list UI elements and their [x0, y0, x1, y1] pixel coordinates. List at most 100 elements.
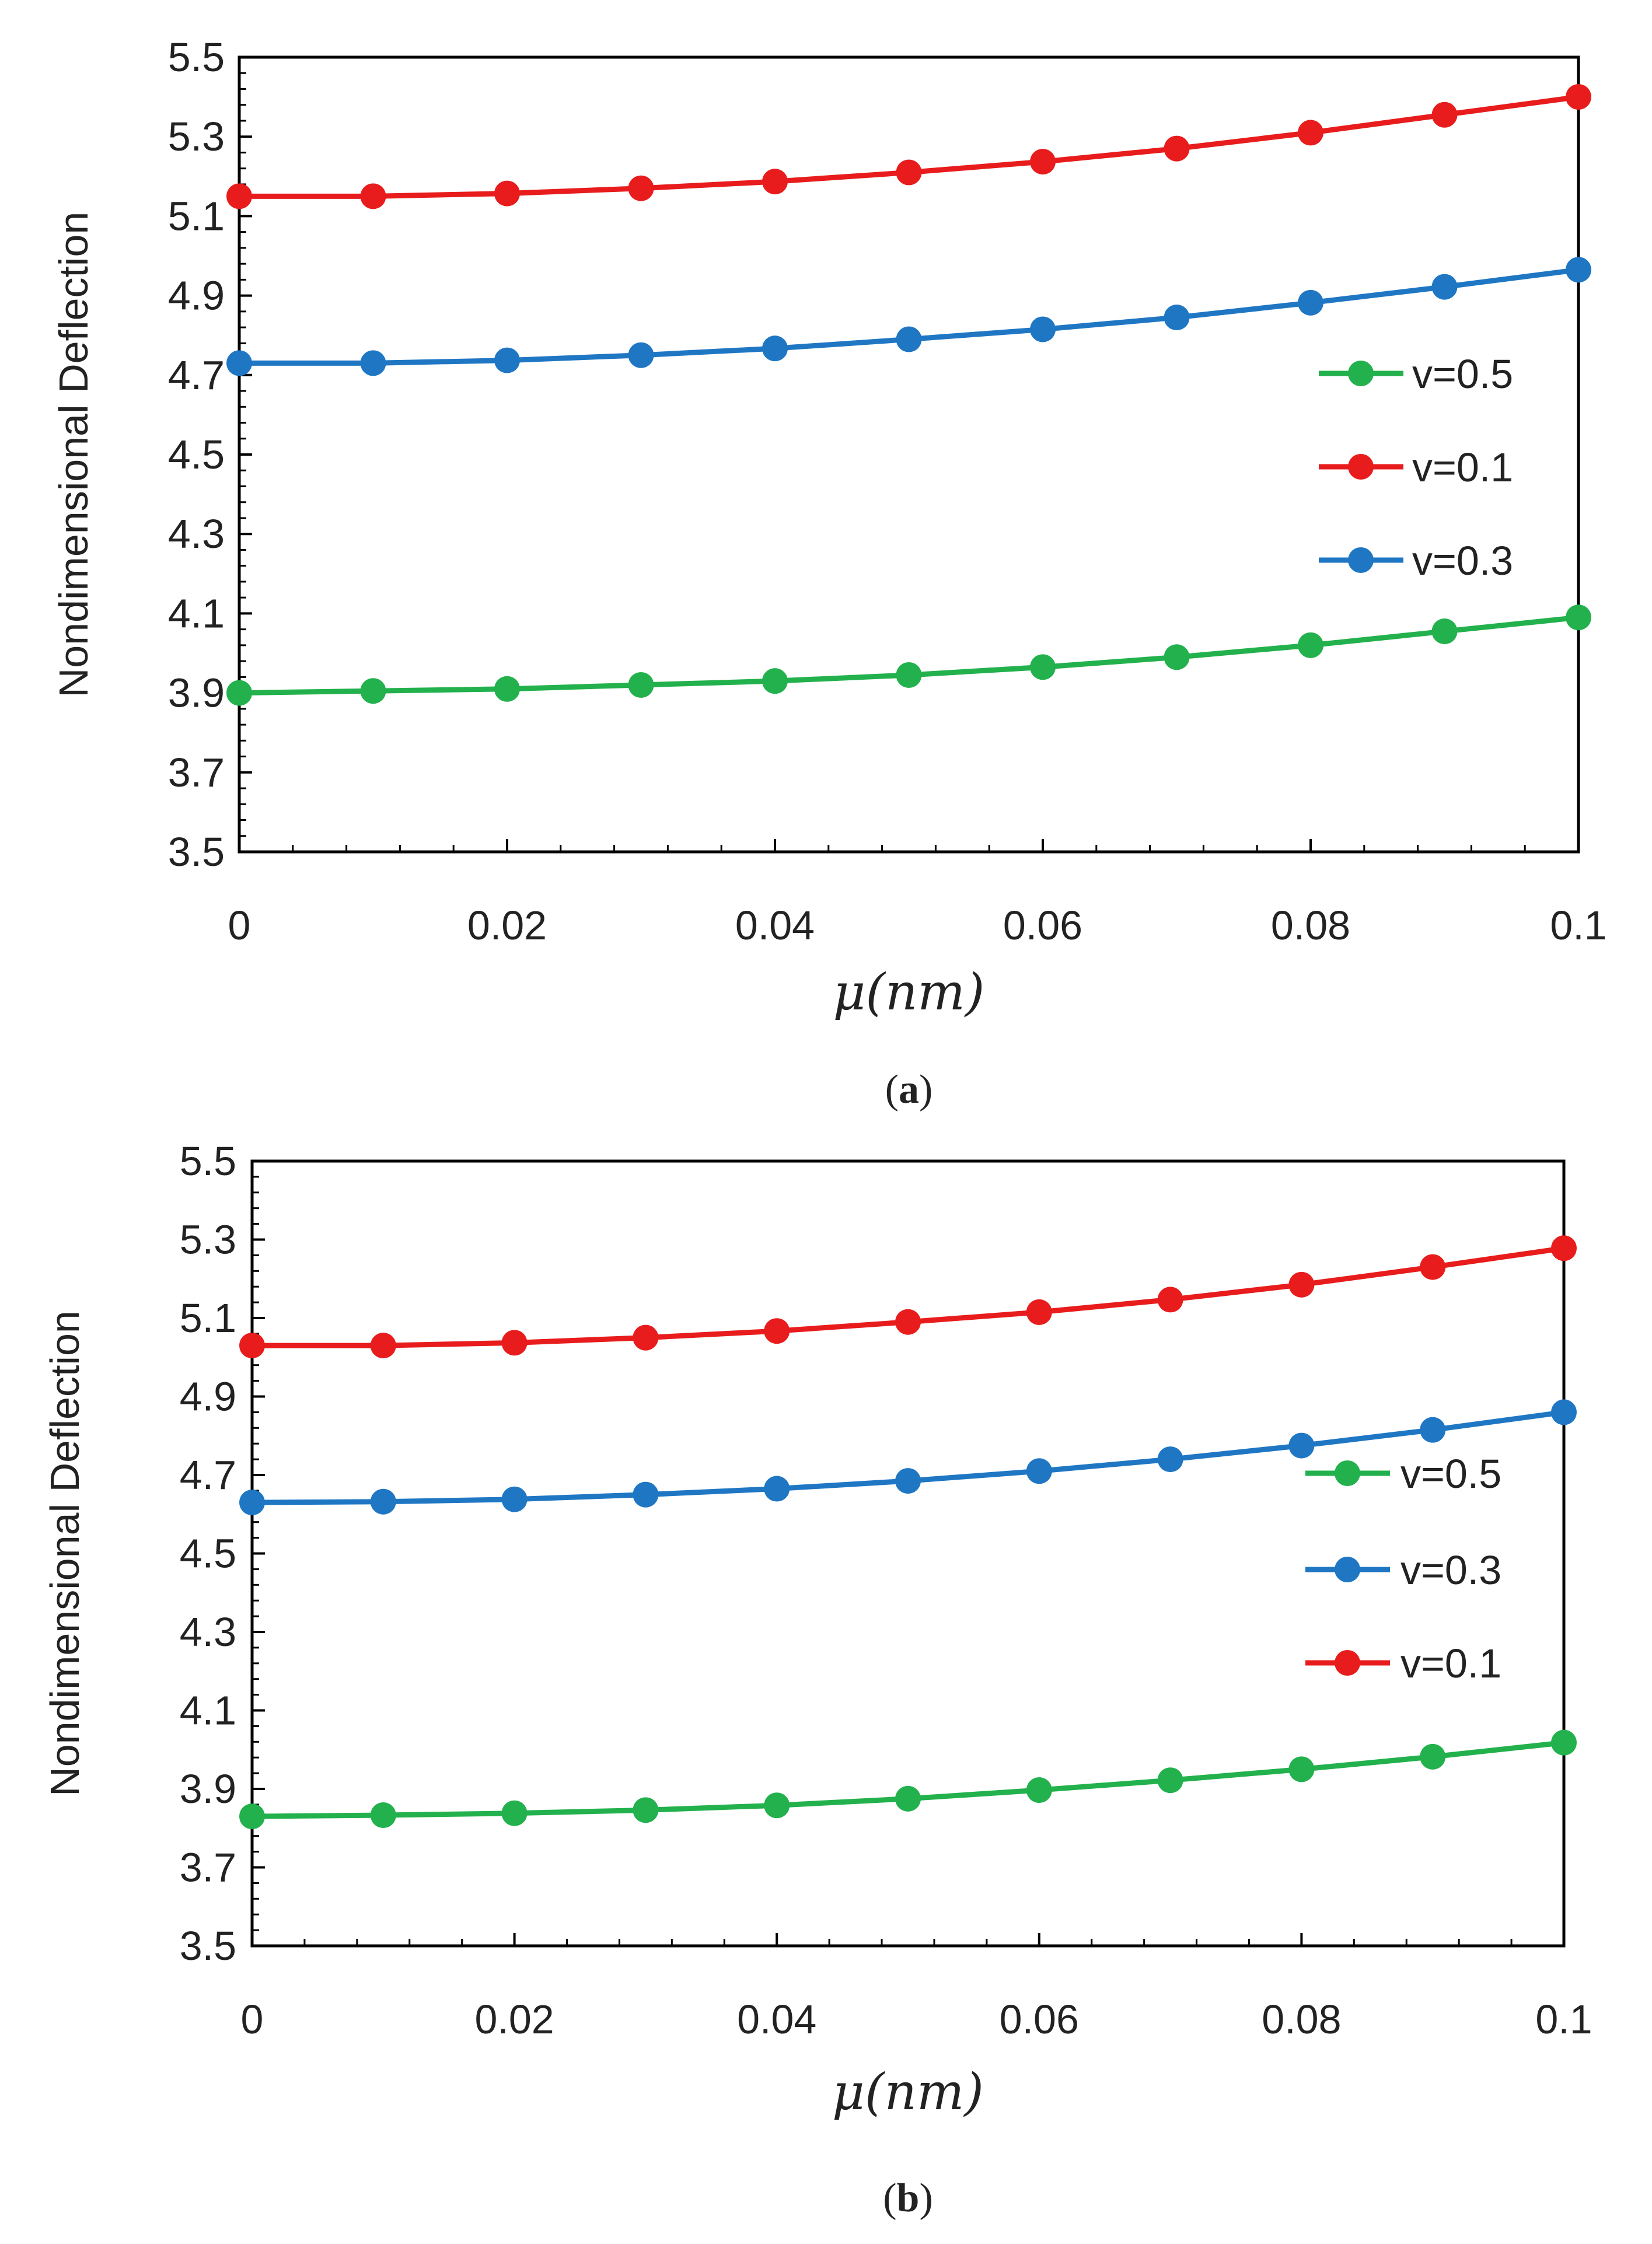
data-point — [494, 676, 520, 702]
y-tick-label: 5.1 — [168, 193, 225, 239]
data-point — [1157, 1287, 1183, 1313]
data-point — [1026, 1299, 1052, 1325]
y-tick-label: 5.3 — [180, 1217, 236, 1263]
panel-caption: (a) — [885, 1067, 933, 1112]
series-v-0-5 — [239, 1729, 1577, 1830]
caption-paren-open: ( — [885, 1067, 899, 1112]
data-point — [896, 662, 922, 688]
y-tick-label: 4.3 — [180, 1609, 236, 1655]
y-tick-label: 3.7 — [180, 1845, 236, 1890]
data-point — [370, 1488, 396, 1515]
series-v-0-3 — [226, 257, 1591, 376]
legend-label: v=0.5 — [1400, 1451, 1501, 1497]
caption-paren-open: ( — [883, 2176, 896, 2221]
data-point — [226, 680, 252, 706]
data-point — [1431, 274, 1458, 300]
data-point — [762, 335, 788, 362]
data-point — [628, 342, 654, 368]
data-point — [1026, 1777, 1052, 1803]
y-axis-label: Nondimensional Deflection — [51, 212, 96, 698]
data-point — [226, 183, 252, 209]
x-tick-label: 0.04 — [737, 1997, 816, 2042]
y-tick-label: 4.5 — [168, 432, 225, 477]
data-point — [370, 1333, 396, 1359]
data-point — [1298, 289, 1323, 316]
chart-panel-a: 3.5 3.7 3.9 4.1 4.3 4.5 4.7 4.9 5.1 5.3 5.5 0 0.02 0.… — [51, 34, 1607, 1112]
panel-caption: (b) — [883, 2176, 933, 2221]
data-point — [764, 1792, 790, 1819]
y-tick-label: 3.7 — [168, 750, 225, 795]
data-point — [895, 1468, 921, 1494]
data-point — [633, 1797, 659, 1823]
y-tick-label: 5.5 — [168, 34, 225, 80]
y-tick-label: 5.3 — [168, 114, 225, 159]
data-point — [1288, 1432, 1315, 1459]
x-tick-label: 0.06 — [1000, 1997, 1079, 2042]
data-point — [764, 1476, 790, 1502]
data-point — [762, 668, 788, 694]
caption-letter: a — [899, 1067, 919, 1112]
data-point — [239, 1333, 265, 1359]
x-tick-label: 0.08 — [1271, 903, 1350, 948]
caption-paren-close: ) — [919, 2176, 932, 2221]
x-tick-label: 0 — [241, 1997, 264, 2042]
x-tick-label: 0.06 — [1003, 903, 1082, 948]
data-point — [1566, 257, 1591, 283]
legend-swatch-marker — [1348, 547, 1374, 573]
data-point — [1288, 1271, 1315, 1298]
data-point — [1157, 1446, 1183, 1473]
data-point — [1551, 1235, 1577, 1261]
series-v-0-3 — [239, 1399, 1577, 1516]
x-tick-label: 0 — [228, 903, 251, 948]
caption-letter: b — [897, 2176, 920, 2221]
data-point — [494, 347, 520, 373]
data-point — [1420, 1254, 1446, 1280]
y-tick-label: 4.5 — [180, 1531, 236, 1577]
legend-entry: v=0.1 — [1305, 1641, 1501, 1686]
data-point — [1420, 1743, 1446, 1770]
data-point — [501, 1486, 528, 1512]
y-tick-label: 5.1 — [180, 1295, 236, 1341]
data-point — [360, 183, 386, 209]
series-v-0-1 — [239, 1235, 1577, 1359]
data-point — [360, 350, 386, 376]
y-tick-label: 3.9 — [168, 670, 225, 716]
data-point — [1030, 149, 1056, 175]
caption-paren-close: ) — [919, 1067, 932, 1112]
x-axis-label: μ(nm) — [832, 2063, 984, 2121]
data-point — [1551, 1729, 1577, 1756]
data-point — [1164, 135, 1190, 162]
data-point — [1157, 1767, 1183, 1794]
x-tick-label: 0.08 — [1262, 1997, 1341, 2042]
x-tick-label: 0.1 — [1550, 903, 1606, 948]
data-point — [762, 169, 788, 195]
data-point — [360, 678, 386, 704]
data-point — [239, 1803, 265, 1830]
data-point — [896, 159, 922, 186]
y-tick-label: 3.9 — [180, 1766, 236, 1812]
x-tick-label: 0.1 — [1535, 1997, 1592, 2042]
y-tick-label: 4.1 — [180, 1688, 236, 1733]
data-point — [226, 350, 252, 376]
data-point — [633, 1481, 659, 1508]
legend-label: v=0.5 — [1412, 351, 1513, 397]
y-tick-label: 4.9 — [168, 273, 225, 319]
y-tick-label: 4.9 — [180, 1374, 236, 1420]
x-axis-label: μ(nm) — [833, 963, 985, 1022]
data-point — [1298, 632, 1323, 658]
y-tick-label: 4.3 — [168, 511, 225, 557]
data-point — [501, 1800, 528, 1826]
y-axis-label: Nondimensional Deflection — [42, 1310, 88, 1796]
data-point — [1420, 1417, 1446, 1443]
legend-entry: v=0.1 — [1319, 445, 1513, 490]
data-point — [628, 175, 654, 201]
legend-label: v=0.1 — [1400, 1641, 1501, 1686]
data-point — [494, 180, 520, 207]
y-tick-label: 3.5 — [180, 1923, 236, 1969]
data-point — [1026, 1458, 1052, 1484]
x-tick-label: 0.02 — [467, 903, 547, 948]
y-tick-label: 4.7 — [168, 352, 225, 398]
data-point — [1164, 644, 1190, 670]
y-tick-label: 4.1 — [168, 590, 225, 636]
legend-swatch-marker — [1335, 1460, 1360, 1486]
